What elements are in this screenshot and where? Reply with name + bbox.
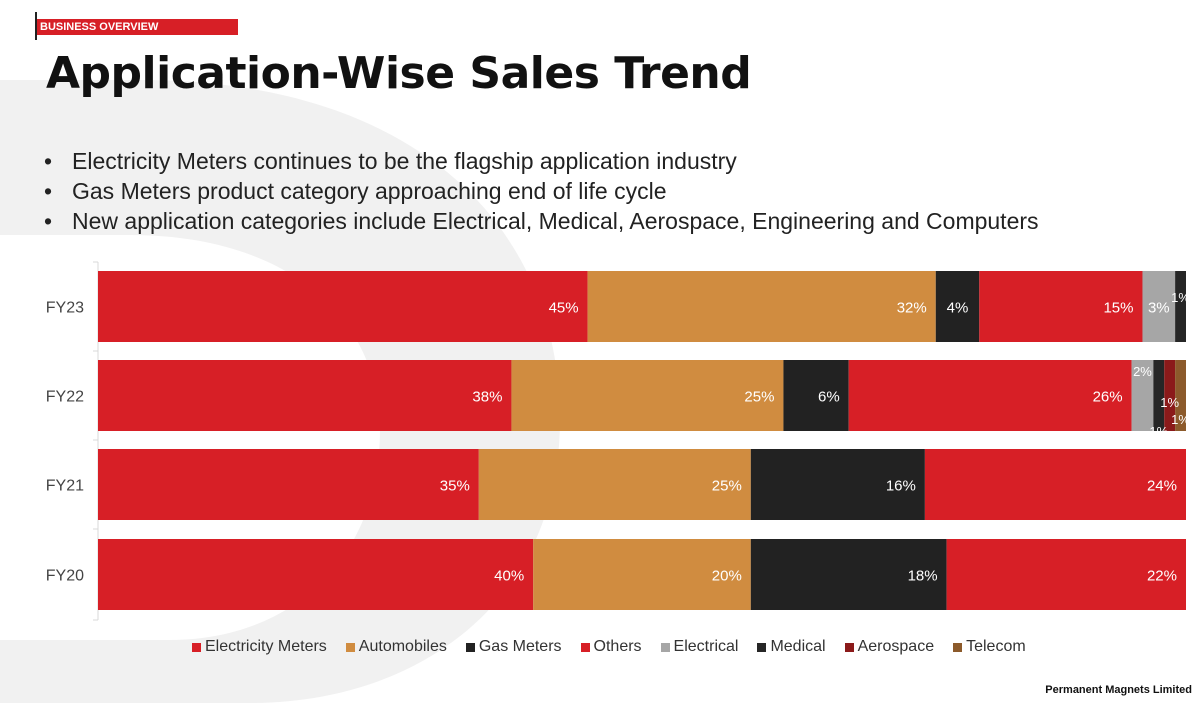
- data-label: 20%: [712, 568, 742, 585]
- data-label: 6%: [818, 389, 840, 406]
- legend-item: Electricity Meters: [192, 637, 327, 657]
- bar-segment: [750, 449, 925, 520]
- data-label: 38%: [472, 389, 502, 406]
- category-label: FY23: [46, 300, 84, 317]
- category-label: FY22: [46, 389, 84, 406]
- section-tag-divider: [35, 12, 37, 40]
- legend-item: Gas Meters: [465, 637, 562, 657]
- legend-swatch: [844, 642, 854, 652]
- stacked-bar-chart: FY23 45% 32% 4% 15% 3%1%FY22 38% 25% 6% 26%2%1%1%…: [46, 261, 1190, 621]
- legend-item: Electrical: [660, 637, 739, 657]
- bar-segment: [511, 360, 784, 431]
- bar-segment: [478, 449, 751, 520]
- bar-segment: [533, 539, 751, 610]
- bullet-text: Electricity Meters continues to be the f…: [72, 148, 737, 174]
- data-label: 32%: [897, 300, 927, 317]
- bullet-item: • New application categories include Elec…: [44, 208, 1039, 234]
- legend-swatch: [192, 642, 201, 652]
- category-label: FY20: [46, 568, 84, 585]
- legend-swatch: [465, 642, 475, 652]
- bar-segment: [946, 539, 1186, 610]
- data-label: 1%: [1171, 412, 1190, 427]
- data-label: 16%: [886, 478, 916, 495]
- legend-item: Telecom: [953, 637, 1026, 657]
- bar-segment: [98, 271, 588, 342]
- data-label: 45%: [549, 300, 579, 317]
- bar-segment: [935, 271, 980, 342]
- bar-segment: [1175, 271, 1186, 342]
- legend-label: Aerospace: [857, 638, 935, 655]
- legend-label: Electricity Meters: [205, 638, 327, 655]
- bar-segment: [848, 360, 1132, 431]
- data-label: 22%: [1147, 568, 1177, 585]
- bar-segment: [750, 539, 947, 610]
- bullet-item: • Gas Meters product category approaching…: [44, 178, 667, 204]
- legend-swatch: [660, 642, 670, 652]
- data-label: 35%: [440, 478, 470, 495]
- data-label: 40%: [494, 568, 524, 585]
- data-label: 15%: [1103, 300, 1133, 317]
- bullet-item: • Electricity Meters continues to be the …: [44, 148, 737, 174]
- bar-segment: [783, 360, 849, 431]
- bullet-text: New application categories include Elect…: [72, 208, 1039, 234]
- legend-label: Others: [593, 638, 642, 655]
- section-tag: BUSINESS OVERVIEW: [37, 19, 238, 35]
- bar-segment: [924, 449, 1186, 520]
- data-label: 24%: [1147, 478, 1177, 495]
- bullet-list: • Electricity Meters continues to be the …: [44, 146, 1039, 236]
- data-label: 3%: [1148, 300, 1170, 317]
- data-label: 1%: [1160, 395, 1179, 410]
- bullet-text: Gas Meters product category approaching …: [72, 178, 667, 204]
- bar-segment: [1175, 360, 1186, 431]
- legend-label: Telecom: [966, 638, 1026, 655]
- bar-segment: [979, 271, 1143, 342]
- data-label: 25%: [744, 389, 774, 406]
- bar-segment: [587, 271, 936, 342]
- legend-item: Others: [580, 637, 642, 657]
- data-label: 2%: [1133, 364, 1152, 379]
- legend-label: Gas Meters: [478, 638, 562, 655]
- bar-segment: [98, 360, 512, 431]
- bar-segment: [1142, 271, 1176, 342]
- bar-segment: [1153, 360, 1165, 431]
- legend-swatch: [580, 642, 590, 652]
- legend-label: Automobiles: [358, 638, 447, 655]
- legend-swatch: [345, 642, 355, 652]
- data-label: 1%: [1171, 290, 1190, 305]
- data-label: 1%: [1149, 424, 1168, 439]
- bar-segment: [1164, 360, 1176, 431]
- data-label: 4%: [947, 300, 969, 317]
- legend-label: Medical: [770, 638, 826, 655]
- chart-legend: Electricity Meters Automobiles Gas Meters O…: [192, 637, 1045, 657]
- bar-segment: [98, 539, 534, 610]
- legend-item: Automobiles: [345, 637, 447, 657]
- legend-item: Aerospace: [844, 637, 935, 657]
- page-title: Application-Wise Sales Trend: [46, 48, 752, 99]
- legend-swatch: [953, 642, 963, 652]
- data-label: 26%: [1093, 389, 1123, 406]
- category-label: FY21: [46, 478, 84, 495]
- data-label: 18%: [908, 568, 938, 585]
- footer-company-name: Permanent Magnets Limited: [1045, 684, 1192, 696]
- bar-segment: [1131, 360, 1154, 431]
- legend-swatch: [757, 642, 767, 652]
- bar-segment: [98, 449, 479, 520]
- legend-label: Electrical: [673, 638, 739, 655]
- legend-item: Medical: [757, 637, 826, 657]
- data-label: 25%: [712, 478, 742, 495]
